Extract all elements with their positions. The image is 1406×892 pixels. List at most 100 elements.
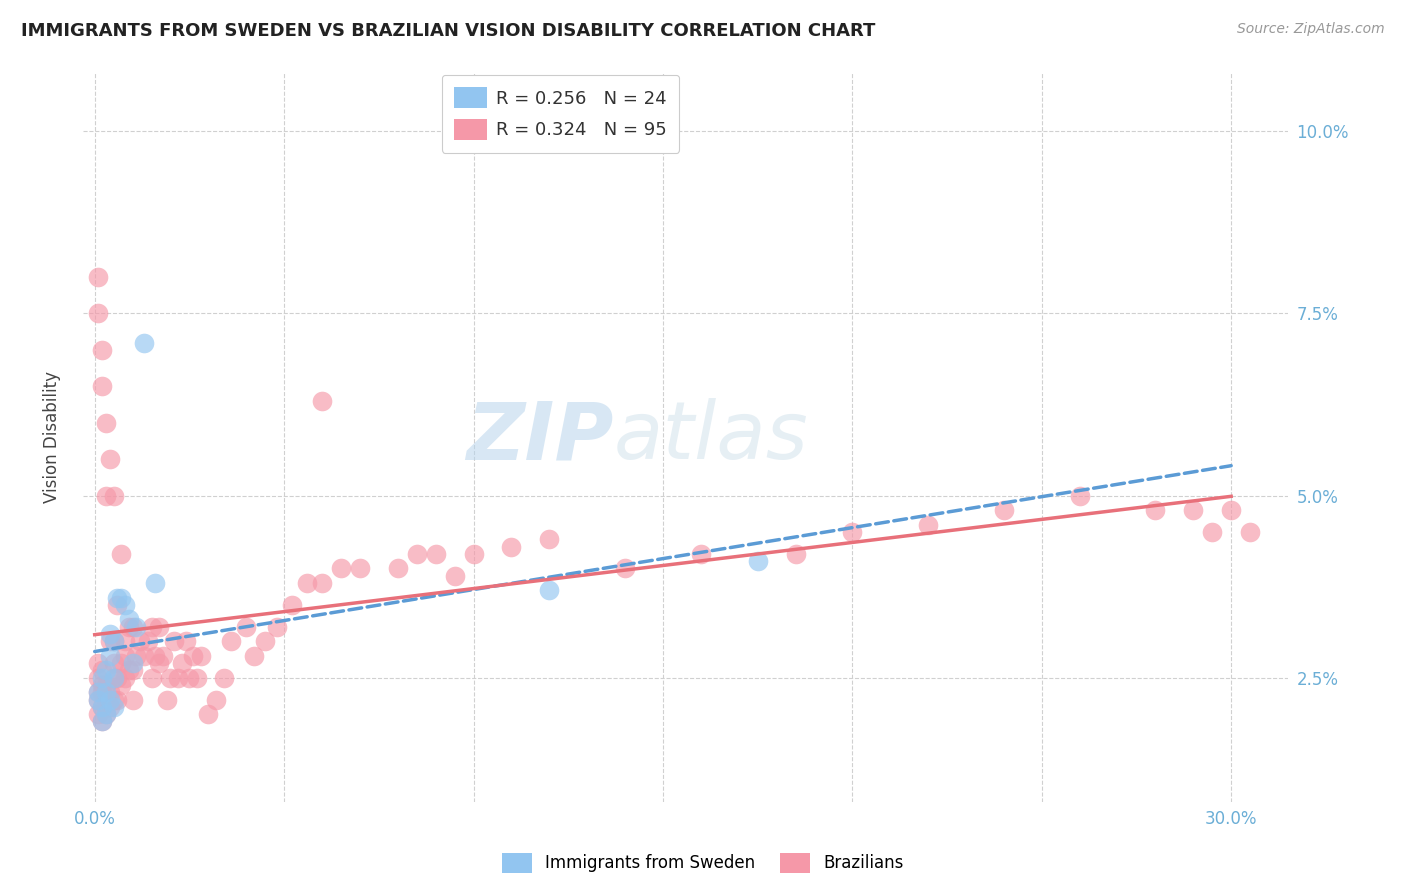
Point	[143, 576, 166, 591]
Point	[156, 692, 179, 706]
Point	[98, 692, 121, 706]
Point	[311, 393, 333, 408]
Point	[747, 554, 769, 568]
Point	[91, 714, 114, 729]
Point	[141, 671, 163, 685]
Point	[107, 692, 129, 706]
Point	[94, 707, 117, 722]
Point	[110, 656, 132, 670]
Y-axis label: Vision Disability: Vision Disability	[44, 371, 60, 503]
Point	[243, 648, 266, 663]
Point	[87, 685, 110, 699]
Point	[103, 671, 125, 685]
Point	[87, 692, 110, 706]
Legend: Immigrants from Sweden, Brazilians: Immigrants from Sweden, Brazilians	[495, 847, 911, 880]
Point	[114, 671, 136, 685]
Point	[311, 576, 333, 591]
Point	[387, 561, 409, 575]
Point	[1144, 503, 1167, 517]
Point	[98, 699, 121, 714]
Point	[1182, 503, 1205, 517]
Point	[136, 634, 159, 648]
Point	[121, 664, 143, 678]
Point	[110, 547, 132, 561]
Point	[118, 664, 141, 678]
Point	[94, 678, 117, 692]
Point	[254, 634, 277, 648]
Point	[98, 634, 121, 648]
Point	[917, 517, 939, 532]
Point	[689, 547, 711, 561]
Point	[110, 678, 132, 692]
Point	[538, 583, 561, 598]
Text: ZIP: ZIP	[465, 399, 613, 476]
Point	[94, 685, 117, 699]
Point	[91, 699, 114, 714]
Point	[103, 634, 125, 648]
Point	[132, 335, 155, 350]
Point	[91, 379, 114, 393]
Text: Source: ZipAtlas.com: Source: ZipAtlas.com	[1237, 22, 1385, 37]
Point	[121, 656, 143, 670]
Point	[143, 648, 166, 663]
Point	[87, 656, 110, 670]
Point	[170, 656, 193, 670]
Point	[94, 707, 117, 722]
Point	[167, 671, 190, 685]
Point	[280, 598, 302, 612]
Point	[87, 685, 110, 699]
Point	[501, 540, 523, 554]
Point	[103, 671, 125, 685]
Point	[463, 547, 485, 561]
Point	[841, 524, 863, 539]
Point	[87, 270, 110, 285]
Point	[98, 648, 121, 663]
Point	[235, 620, 257, 634]
Point	[295, 576, 318, 591]
Point	[121, 692, 143, 706]
Point	[118, 620, 141, 634]
Point	[91, 671, 114, 685]
Point	[91, 664, 114, 678]
Point	[103, 699, 125, 714]
Point	[614, 561, 637, 575]
Point	[190, 648, 212, 663]
Point	[91, 699, 114, 714]
Point	[159, 671, 181, 685]
Text: atlas: atlas	[613, 399, 808, 476]
Point	[349, 561, 371, 575]
Point	[118, 612, 141, 626]
Point	[94, 416, 117, 430]
Point	[993, 503, 1015, 517]
Point	[179, 671, 201, 685]
Text: IMMIGRANTS FROM SWEDEN VS BRAZILIAN VISION DISABILITY CORRELATION CHART: IMMIGRANTS FROM SWEDEN VS BRAZILIAN VISI…	[21, 22, 876, 40]
Point	[129, 634, 152, 648]
Point	[103, 656, 125, 670]
Point	[98, 452, 121, 467]
Point	[141, 620, 163, 634]
Point	[103, 634, 125, 648]
Point	[114, 598, 136, 612]
Point	[174, 634, 197, 648]
Point	[94, 489, 117, 503]
Point	[1069, 489, 1091, 503]
Point	[91, 678, 114, 692]
Point	[148, 620, 170, 634]
Point	[266, 620, 288, 634]
Point	[205, 692, 228, 706]
Point	[107, 591, 129, 605]
Point	[114, 648, 136, 663]
Point	[163, 634, 186, 648]
Point	[121, 620, 143, 634]
Point	[785, 547, 807, 561]
Point	[219, 634, 242, 648]
Point	[197, 707, 219, 722]
Point	[87, 692, 110, 706]
Point	[91, 685, 114, 699]
Point	[98, 685, 121, 699]
Point	[132, 648, 155, 663]
Point	[125, 620, 148, 634]
Point	[538, 533, 561, 547]
Point	[94, 692, 117, 706]
Point	[110, 591, 132, 605]
